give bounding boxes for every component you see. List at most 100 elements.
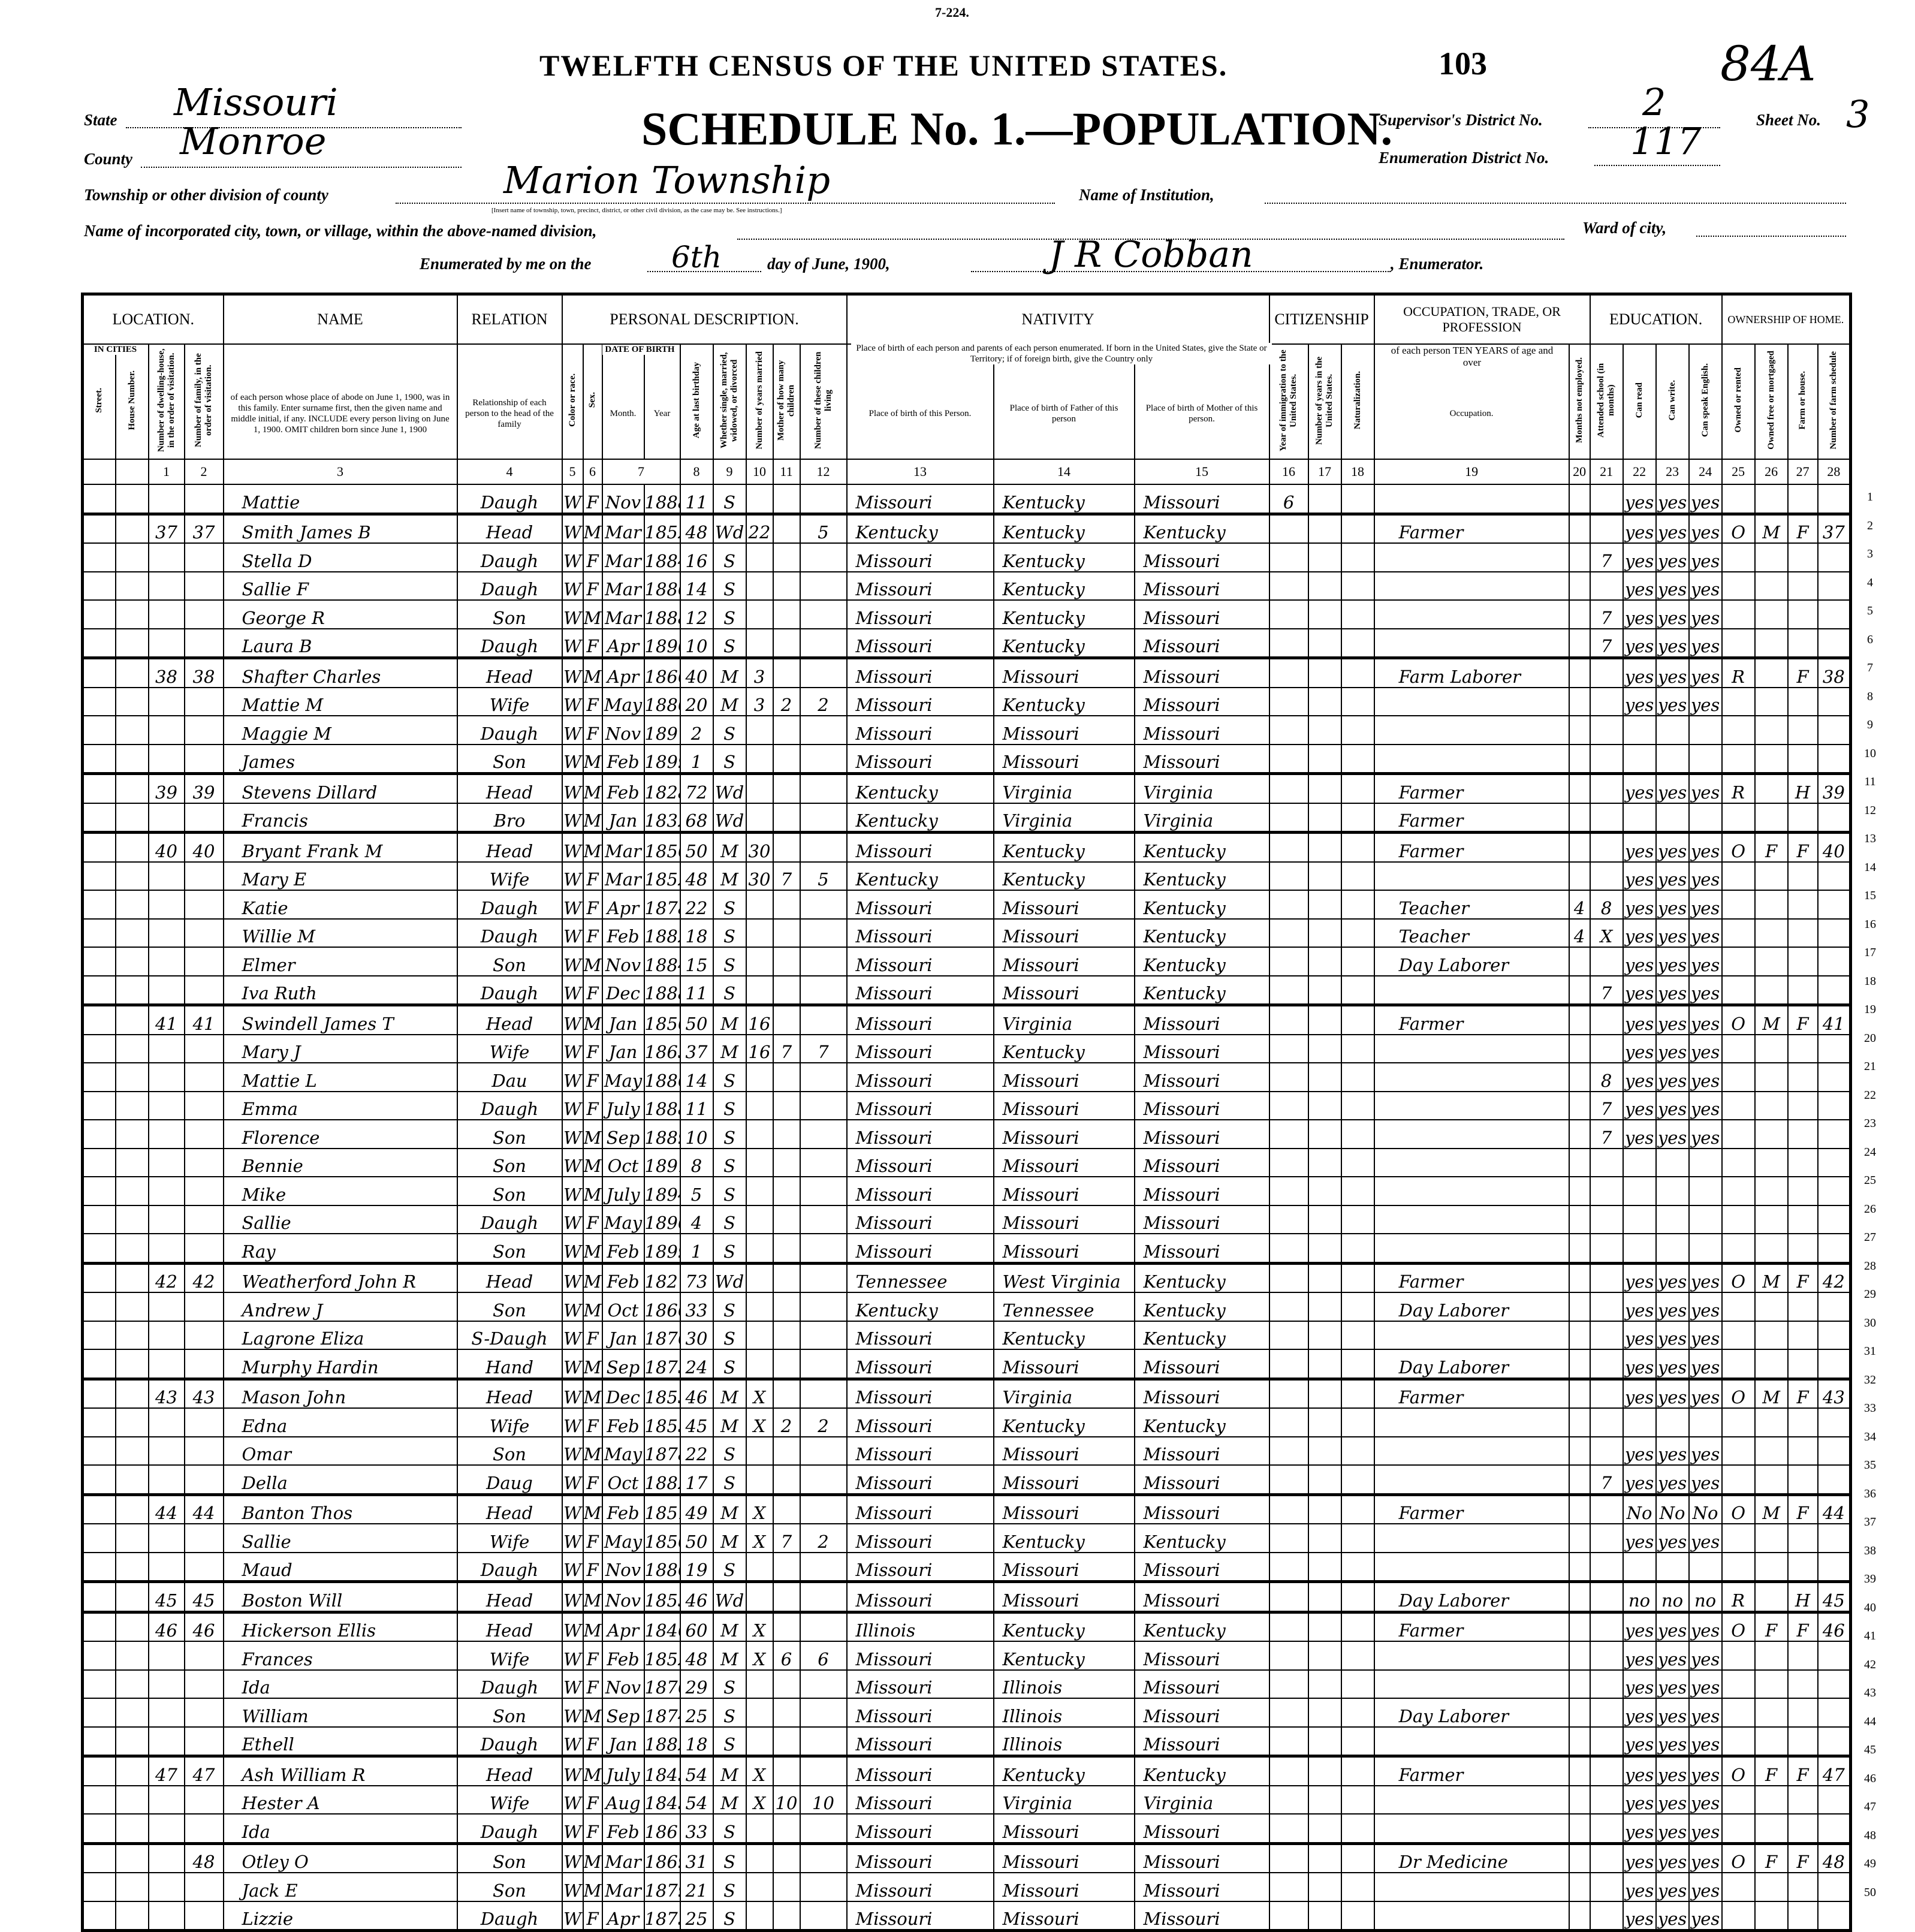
school-months-cell [1589, 484, 1624, 514]
birthplace-cell: Missouri [846, 1204, 994, 1234]
dwelling-cell [147, 1813, 185, 1844]
color-cell: W [561, 772, 584, 804]
name-cell: Bennie [222, 1147, 458, 1177]
age-cell: 14 [679, 1062, 714, 1092]
free-mortgaged-cell [1754, 1349, 1789, 1379]
dwelling-cell [147, 628, 185, 659]
speaks-english-cell: yes [1688, 890, 1723, 920]
years-in-us-cell [1307, 1349, 1342, 1379]
years-in-us-cell [1307, 656, 1342, 688]
years-married-cell [745, 1841, 774, 1873]
birth-month-cell: Feb [601, 743, 645, 774]
children-born-cell: 7 [772, 861, 801, 891]
children-living-cell [799, 628, 848, 659]
column-label: Occupation. [1449, 409, 1494, 418]
father-birthplace-cell: Missouri [993, 1813, 1135, 1844]
mother-birthplace-cell: Missouri [1133, 628, 1270, 659]
line-number: 18 [1864, 974, 1876, 988]
years-married-cell [745, 1900, 774, 1931]
name-cell: Sallie [222, 1523, 458, 1553]
free-mortgaged-cell [1754, 1785, 1789, 1815]
birthplace-cell: Missouri [846, 1580, 994, 1612]
can-read-cell: yes [1622, 1755, 1657, 1786]
speaks-english-cell: yes [1688, 947, 1723, 976]
can-read-cell: yes [1622, 1669, 1657, 1699]
years-in-us-cell [1307, 1292, 1342, 1322]
birth-month-cell: Mar [601, 512, 645, 544]
naturalization-cell [1340, 1900, 1375, 1931]
children-living-cell [799, 1204, 848, 1234]
owned-rented-cell [1721, 1641, 1756, 1671]
can-read-cell: yes [1622, 772, 1657, 804]
birth-month-cell: Mar [601, 831, 645, 863]
years-married-cell [745, 772, 774, 804]
name-cell: Jack E [222, 1872, 458, 1902]
mother-birthplace-cell: Missouri [1133, 599, 1270, 629]
age-cell: 20 [679, 686, 714, 716]
children-living-cell [799, 802, 848, 833]
owned-rented-cell [1721, 975, 1756, 1006]
street-cell [82, 656, 116, 688]
group-name: NAME [222, 293, 458, 345]
column-label: Can speak English. [1700, 363, 1710, 437]
birth-year-cell: 1879 [643, 1872, 681, 1902]
school-months-cell [1589, 715, 1624, 745]
dwelling-cell [147, 1841, 185, 1873]
years-in-us-cell [1307, 1320, 1342, 1350]
naturalization-cell [1340, 715, 1375, 745]
line-number: 31 [1864, 1345, 1876, 1358]
mother-birthplace-cell: Missouri [1133, 484, 1270, 514]
immigration-year-cell [1268, 715, 1309, 745]
immigration-year-cell [1268, 831, 1309, 863]
years-married-cell [745, 1551, 774, 1583]
can-write-cell [1655, 1551, 1690, 1583]
can-read-cell [1622, 743, 1657, 774]
farm-house-cell [1787, 628, 1819, 659]
naturalization-cell [1340, 947, 1375, 976]
color-cell: W [561, 656, 584, 688]
birth-month-cell: Mar [601, 542, 645, 572]
children-born-cell [772, 1436, 801, 1466]
column-number: 11 [772, 459, 801, 485]
dwelling-cell [147, 715, 185, 745]
occupation-cell [1373, 1669, 1570, 1699]
occupation-cell [1373, 542, 1570, 572]
farm-house-cell: F [1787, 1261, 1819, 1293]
column-header-12: Number of these children living [799, 343, 848, 460]
can-write-cell: yes [1655, 1813, 1690, 1844]
color-cell: W [561, 1119, 584, 1149]
father-birthplace-cell: Missouri [993, 918, 1135, 948]
dwelling-cell [147, 1292, 185, 1322]
line-number: 12 [1864, 803, 1876, 817]
occupation-cell [1373, 686, 1570, 716]
group-education: EDUCATION. [1589, 293, 1723, 345]
dwelling-cell: 45 [147, 1580, 185, 1612]
dwelling-cell [147, 1204, 185, 1234]
owned-rented-cell [1721, 571, 1756, 601]
house-number-cell [114, 975, 149, 1006]
family-cell [183, 484, 224, 514]
marital-status-cell: M [712, 1493, 747, 1524]
street-cell [82, 599, 116, 629]
children-born-cell [772, 1261, 801, 1293]
street-cell [82, 802, 116, 833]
house-number-cell [114, 1090, 149, 1120]
birthplace-cell: Missouri [846, 1785, 994, 1815]
years-married-cell: 30 [745, 831, 774, 863]
can-write-cell: yes [1655, 1062, 1690, 1092]
school-months-cell [1589, 1292, 1624, 1322]
months-unemployed-cell [1568, 1641, 1591, 1671]
years-in-us-cell [1307, 1003, 1342, 1035]
color-cell: W [561, 571, 584, 601]
relation-cell: Son [456, 1292, 563, 1322]
can-read-cell: yes [1622, 1641, 1657, 1671]
school-months-cell [1589, 1841, 1624, 1873]
age-cell: 46 [679, 1377, 714, 1409]
street-cell [82, 1551, 116, 1583]
can-write-cell: yes [1655, 1900, 1690, 1931]
father-birthplace-cell: Kentucky [993, 1523, 1135, 1553]
speaks-english-cell: yes [1688, 772, 1723, 804]
farm-house-cell [1787, 918, 1819, 948]
sex-cell: M [582, 743, 603, 774]
